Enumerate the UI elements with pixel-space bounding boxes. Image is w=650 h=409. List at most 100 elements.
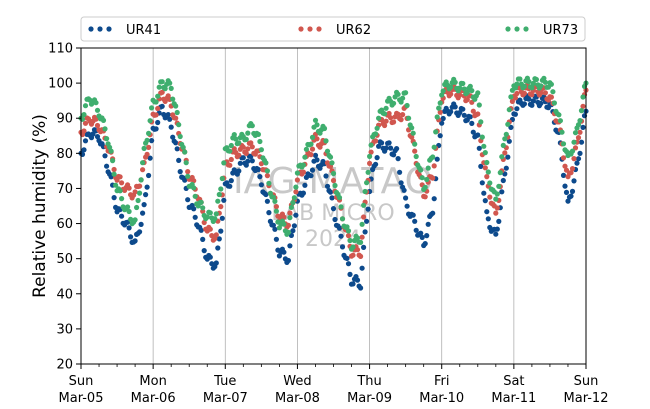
data-point bbox=[470, 129, 476, 135]
data-point bbox=[146, 144, 152, 150]
y-tick-label: 40 bbox=[56, 287, 73, 302]
data-point bbox=[464, 97, 470, 103]
data-point bbox=[506, 138, 512, 144]
data-point bbox=[191, 206, 197, 212]
data-point bbox=[424, 176, 430, 183]
data-point bbox=[345, 228, 352, 234]
y-axis-title: Relative humidity (%) bbox=[30, 114, 50, 298]
data-point bbox=[330, 170, 337, 177]
x-tick-day: Fri bbox=[434, 374, 450, 389]
data-point bbox=[484, 209, 490, 215]
data-point bbox=[461, 86, 467, 92]
data-point bbox=[270, 222, 276, 228]
data-point bbox=[571, 178, 577, 184]
y-axis: 20 30 40 50 60 70 80 90 100 110 bbox=[48, 42, 81, 373]
data-point bbox=[324, 148, 331, 154]
data-point bbox=[457, 92, 463, 98]
data-point bbox=[218, 204, 224, 210]
data-point bbox=[563, 189, 570, 195]
data-point bbox=[403, 90, 409, 96]
y-tick-label: 60 bbox=[56, 217, 73, 232]
y-tick-label: 50 bbox=[56, 252, 73, 267]
legend-frame bbox=[80, 16, 586, 42]
data-point bbox=[437, 100, 443, 106]
data-point bbox=[413, 227, 419, 233]
data-point bbox=[575, 156, 582, 162]
data-point bbox=[572, 130, 579, 136]
data-point bbox=[503, 165, 509, 171]
data-point bbox=[542, 90, 549, 96]
data-point bbox=[512, 111, 519, 117]
data-point bbox=[227, 162, 233, 168]
data-point bbox=[309, 146, 316, 152]
data-point bbox=[147, 118, 153, 124]
legend: UR41 UR62 UR73 bbox=[80, 16, 586, 42]
data-point bbox=[437, 133, 443, 139]
data-point bbox=[484, 159, 490, 166]
data-point bbox=[162, 86, 168, 92]
data-point bbox=[457, 85, 463, 91]
data-point bbox=[81, 147, 87, 153]
data-point bbox=[168, 85, 174, 91]
data-point bbox=[243, 162, 249, 168]
data-point bbox=[386, 140, 392, 146]
data-point bbox=[314, 136, 320, 142]
data-point bbox=[395, 111, 401, 117]
data-point bbox=[221, 160, 227, 166]
data-point bbox=[482, 165, 488, 171]
data-point bbox=[503, 131, 509, 137]
data-point bbox=[550, 89, 556, 95]
data-point bbox=[323, 138, 329, 144]
data-point bbox=[412, 218, 418, 224]
data-point bbox=[368, 142, 374, 148]
data-point bbox=[354, 235, 361, 241]
y-tick-label: 20 bbox=[56, 358, 73, 373]
data-point bbox=[245, 146, 251, 152]
data-point bbox=[82, 120, 89, 126]
data-point bbox=[132, 189, 138, 195]
data-point bbox=[361, 244, 367, 250]
data-point bbox=[266, 180, 272, 186]
data-point bbox=[476, 145, 482, 151]
data-point bbox=[132, 217, 138, 223]
data-point bbox=[412, 141, 418, 147]
data-point bbox=[362, 188, 368, 195]
data-point bbox=[478, 119, 484, 125]
data-point bbox=[119, 196, 125, 202]
data-point bbox=[517, 76, 523, 82]
data-point bbox=[359, 265, 365, 271]
data-point bbox=[218, 228, 224, 234]
data-point bbox=[505, 154, 511, 160]
data-point bbox=[460, 106, 466, 112]
data-point bbox=[394, 146, 400, 152]
data-point bbox=[153, 112, 159, 118]
data-point bbox=[344, 224, 350, 230]
data-point bbox=[312, 117, 319, 123]
data-point bbox=[204, 214, 210, 220]
data-point bbox=[219, 175, 225, 182]
data-point bbox=[255, 131, 261, 137]
data-point bbox=[287, 215, 293, 221]
data-point bbox=[548, 94, 555, 100]
data-point bbox=[200, 205, 206, 211]
data-point bbox=[374, 125, 380, 131]
data-point bbox=[144, 184, 150, 190]
data-point bbox=[156, 84, 162, 90]
data-point bbox=[434, 114, 440, 120]
data-point bbox=[302, 182, 308, 188]
data-point bbox=[185, 169, 191, 175]
data-point bbox=[81, 128, 87, 134]
data-point bbox=[141, 145, 147, 151]
x-tick-date: Mar-12 bbox=[564, 391, 609, 406]
x-tick-day: Sun bbox=[69, 374, 94, 389]
data-point bbox=[365, 169, 371, 175]
data-point bbox=[401, 187, 407, 193]
data-point bbox=[361, 214, 367, 220]
data-point bbox=[398, 180, 404, 186]
data-point bbox=[272, 198, 278, 204]
data-point bbox=[526, 79, 532, 85]
data-point bbox=[191, 185, 197, 191]
data-point bbox=[285, 222, 291, 228]
data-point bbox=[580, 124, 586, 130]
data-point bbox=[541, 75, 547, 81]
